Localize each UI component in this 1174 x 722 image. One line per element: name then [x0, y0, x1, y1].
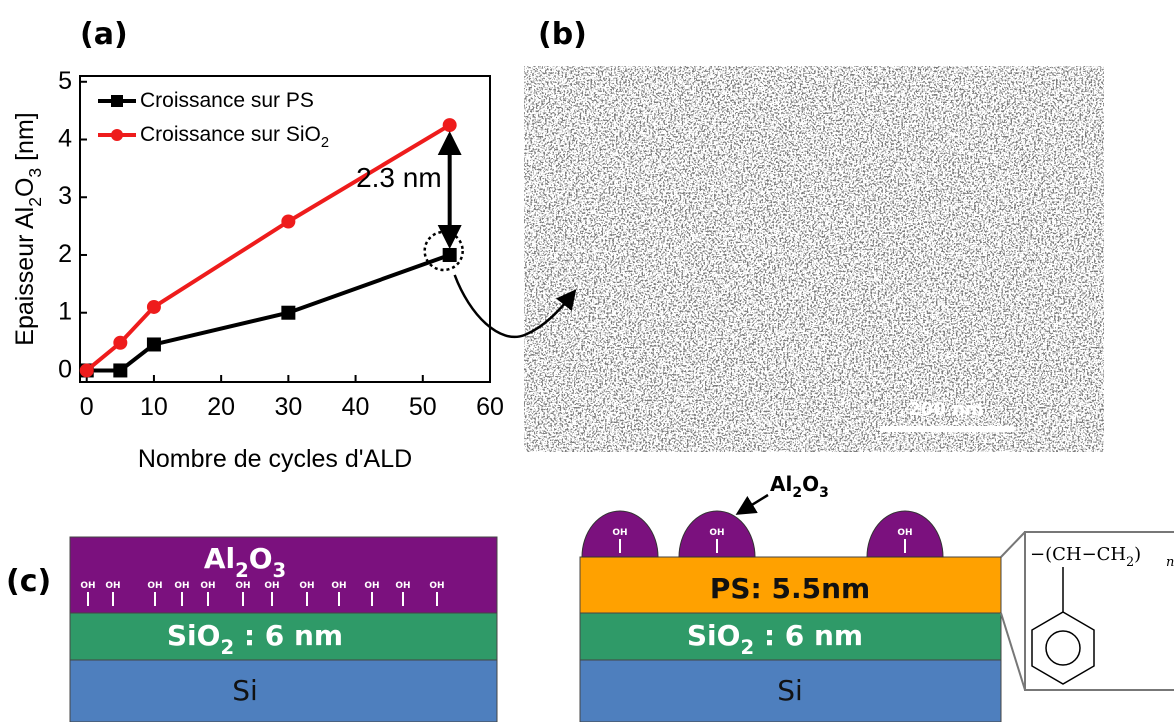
- point: [442, 118, 457, 133]
- link-arrow: [453, 274, 577, 338]
- point: [281, 305, 296, 320]
- layer-label: Si: [232, 674, 258, 707]
- layer-label: Al2O3: [204, 542, 286, 582]
- legend-marker: [111, 95, 123, 107]
- zoom-line: [1000, 531, 1026, 558]
- diagram-right: PS: 5.5nm SiO2 : 6 nm Si Al2O3 −(CH−CH2)…: [579, 472, 1174, 722]
- point: [113, 335, 128, 350]
- oh-label: OH: [105, 581, 120, 591]
- oh-label: OH: [80, 581, 95, 591]
- monomer-formula: −(CH−CH2): [1030, 544, 1141, 569]
- x-tick-label: 20: [207, 393, 235, 421]
- sem-particles: [524, 66, 1104, 452]
- layer-si: [579, 659, 1002, 722]
- legend-label: Croissance sur PS: [140, 89, 314, 112]
- oh-label: OH: [235, 581, 250, 591]
- layer-label: SiO2 : 6 nm: [167, 619, 343, 659]
- y-axis-label: Epaisseur Al2O3 [nm]: [11, 112, 45, 345]
- y-tick-label: 0: [58, 355, 72, 383]
- annotation: 2.3 nm: [356, 162, 442, 193]
- x-tick-label: 60: [476, 393, 504, 421]
- zoom-line: [1000, 612, 1026, 691]
- oh-label: OH: [147, 581, 162, 591]
- layer-al2o3: [69, 536, 498, 614]
- oh-label: OH: [395, 581, 410, 591]
- oh-label: OH: [331, 581, 346, 591]
- benzene-ring: [1031, 611, 1095, 685]
- monomer-subscript: n: [1166, 555, 1174, 570]
- point: [442, 247, 457, 262]
- sem-image: 200 nm: [524, 66, 1104, 452]
- panel-label: (b): [538, 17, 587, 52]
- y-tick-label: 2: [58, 240, 72, 268]
- layer-ps: [579, 556, 1002, 614]
- diagram-left: Al2O3 SiO2 : 6 nm Si OH OH OH OH OH OH OH OH OH O…: [69, 536, 498, 722]
- layer-label: Si: [777, 674, 803, 707]
- plot-frame: [79, 75, 491, 383]
- benzene-circle: [1045, 630, 1081, 666]
- oh-label: OH: [299, 581, 314, 591]
- y-tick-label: 5: [58, 66, 72, 94]
- oh-label: OH: [200, 581, 215, 591]
- oh-label: OH: [429, 581, 444, 591]
- y-tick-label: 1: [58, 297, 72, 325]
- particle-arrow: [735, 493, 769, 515]
- oh-label: OH: [174, 581, 189, 591]
- x-tick-label: 10: [140, 393, 168, 421]
- oh-label: OH: [364, 581, 379, 591]
- oh-label: OH: [612, 528, 627, 538]
- x-axis-label: Nombre de cycles d'ALD: [138, 445, 412, 473]
- x-tick-label: 30: [274, 393, 302, 421]
- point: [113, 363, 128, 378]
- layer-si: [69, 659, 498, 722]
- point: [146, 337, 161, 352]
- x-tick-label: 40: [342, 393, 370, 421]
- series-line: [86, 253, 451, 373]
- x-tick-label: 50: [409, 393, 437, 421]
- al2o3-particle: [581, 510, 944, 558]
- point: [281, 214, 296, 229]
- panel-label: (a): [80, 17, 128, 52]
- scale-bar: [880, 426, 1014, 432]
- oh-label: OH: [897, 528, 912, 538]
- monomer-box: [1024, 531, 1174, 691]
- oh-label: OH: [709, 528, 724, 538]
- x-tick-label: 0: [80, 393, 94, 421]
- formula: CH−CH2: [1052, 544, 1134, 569]
- layer-label: PS: 5.5nm: [710, 572, 870, 605]
- y-tick-label: 3: [58, 182, 72, 210]
- layer-label: SiO2 : 6 nm: [687, 619, 863, 659]
- point: [146, 299, 161, 314]
- oh-label: OH: [264, 581, 279, 591]
- particle-label: Al2O3: [770, 472, 829, 502]
- point: [79, 363, 94, 378]
- bracket: ): [1134, 544, 1141, 565]
- scale-bar-label: 200 nm: [908, 399, 983, 420]
- legend-marker: [111, 129, 123, 141]
- bracket: −(: [1030, 544, 1052, 565]
- layer-sio2: [69, 612, 498, 661]
- chart-a: 0 10 20 30 40 50 60 0 1 2 3 4 5 Nombre de cycles d'AL…: [11, 66, 504, 472]
- legend-label: Croissance sur SiO2: [140, 123, 329, 151]
- panel-label: (c): [6, 564, 51, 599]
- y-tick-label: 4: [58, 124, 72, 152]
- layer-sio2: [579, 612, 1002, 661]
